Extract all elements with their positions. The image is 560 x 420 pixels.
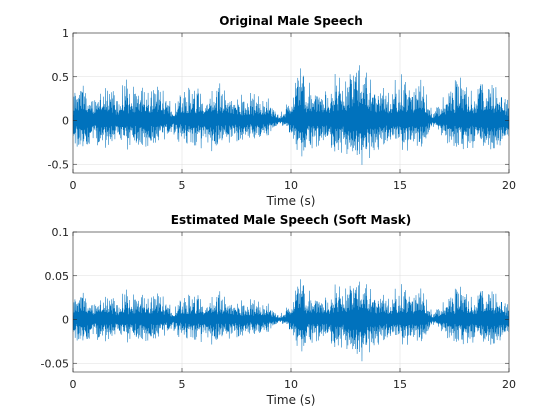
- waveform-series: [73, 65, 509, 165]
- x-tick-label: 5: [179, 179, 186, 192]
- x-tick-label: 15: [393, 179, 407, 192]
- y-tick-label: -0.5: [48, 158, 69, 171]
- x-tick-label: 15: [393, 378, 407, 391]
- y-tick-label: 0.05: [45, 270, 70, 283]
- x-tick-label: 20: [502, 378, 516, 391]
- x-tick-label: 0: [70, 378, 77, 391]
- waveform-line: [73, 279, 509, 362]
- subplot-original: 0 5 10 15 20-0.500.51 Original Male Speech T…: [48, 14, 516, 208]
- x-tick-label: 20: [502, 179, 516, 192]
- waveform-line: [73, 65, 509, 165]
- y-tick-label: -0.05: [41, 357, 69, 370]
- y-tick-label: 1: [62, 27, 69, 40]
- x-tick-label: 10: [284, 179, 298, 192]
- x-tick-label: 0: [70, 179, 77, 192]
- y-tick-label: 0: [62, 314, 69, 327]
- x-axis-label: Time (s): [266, 194, 316, 208]
- y-tick-label: 0.5: [52, 71, 70, 84]
- y-tick-label: 0.1: [52, 226, 70, 239]
- y-tick-label: 0: [62, 115, 69, 128]
- subplot-title: Original Male Speech: [219, 14, 363, 28]
- subplot-title: Estimated Male Speech (Soft Mask): [171, 213, 411, 227]
- x-tick-label: 10: [284, 378, 298, 391]
- x-axis-label: Time (s): [266, 393, 316, 407]
- tick-marks: 0 5 10 15 20-0.500.51: [48, 27, 516, 192]
- waveform-series: [73, 279, 509, 362]
- x-tick-label: 5: [179, 378, 186, 391]
